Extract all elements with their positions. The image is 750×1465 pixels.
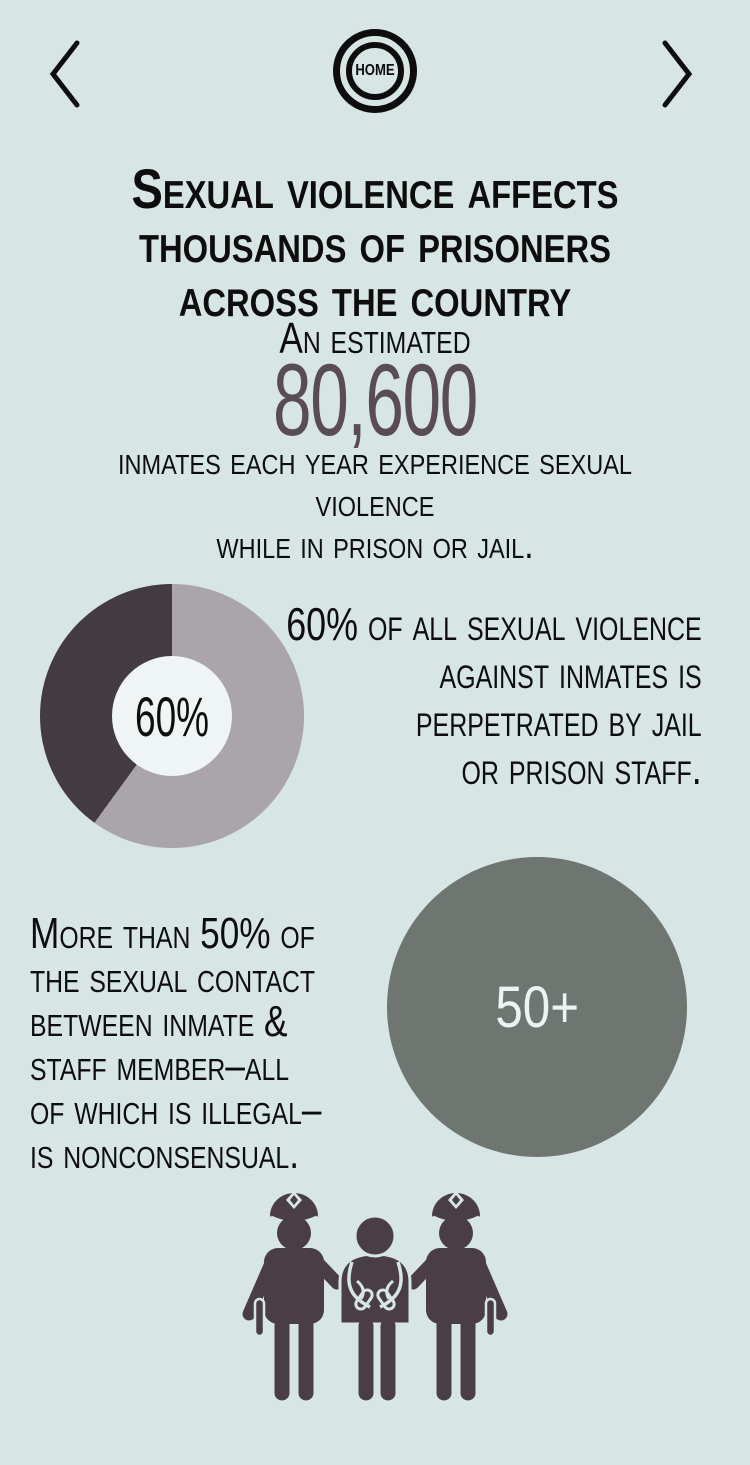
staff-violence-line: 60% of all sexual violence: [286, 598, 702, 650]
nonconsensual-line: between inmate &: [30, 997, 288, 1046]
nonconsensual-line: staff member–all: [30, 1041, 290, 1090]
donut-hole: 60%: [112, 656, 232, 776]
nonconsensual-line: More than 50% of: [30, 909, 315, 958]
estimate-desc-line: inmates each year experience sexual viol…: [118, 439, 632, 525]
staff-violence-line: or prison staff.: [461, 742, 702, 794]
donut-center-label: 60%: [135, 684, 209, 748]
title-line: Sexual violence affects: [131, 156, 619, 220]
nonconsensual-line: of which is illegal–: [30, 1085, 322, 1134]
estimate-description: inmates each year experience sexual viol…: [60, 440, 690, 566]
estimate-number: 80,600: [273, 343, 478, 457]
staff-violence-line: against inmates is: [439, 646, 702, 698]
nonconsensual-line: is nonconsensual.: [30, 1129, 299, 1178]
home-button[interactable]: HOME: [333, 29, 417, 113]
next-arrow-button[interactable]: [658, 38, 698, 110]
nonconsensual-line: the sexual contact: [30, 953, 316, 1002]
home-ring-icon: HOME: [346, 42, 404, 100]
staff-violence-donut-chart: 60%: [40, 584, 304, 848]
nonconsensual-text: More than 50% of the sexual contact betw…: [30, 912, 321, 1176]
title-line: across the country: [178, 264, 572, 328]
fifty-plus-label: 50+: [495, 974, 579, 1040]
fifty-plus-circle: 50+: [387, 857, 687, 1157]
chevron-right-icon: [662, 40, 693, 108]
home-label: HOME: [355, 62, 395, 79]
page-title: Sexual violence affects thousands of pri…: [60, 156, 690, 328]
title-line: thousands of prisoners: [138, 210, 612, 274]
prev-arrow-button[interactable]: [44, 38, 84, 110]
police-arrest-icon: [240, 1186, 510, 1401]
estimate-lead: An estimated: [279, 314, 471, 363]
estimate-desc-line: while in prison or jail.: [216, 523, 534, 567]
chevron-left-icon: [49, 40, 80, 108]
staff-violence-line: perpetrated by jail: [416, 694, 702, 746]
staff-violence-text: 60% of all sexual violence against inmat…: [287, 600, 702, 792]
